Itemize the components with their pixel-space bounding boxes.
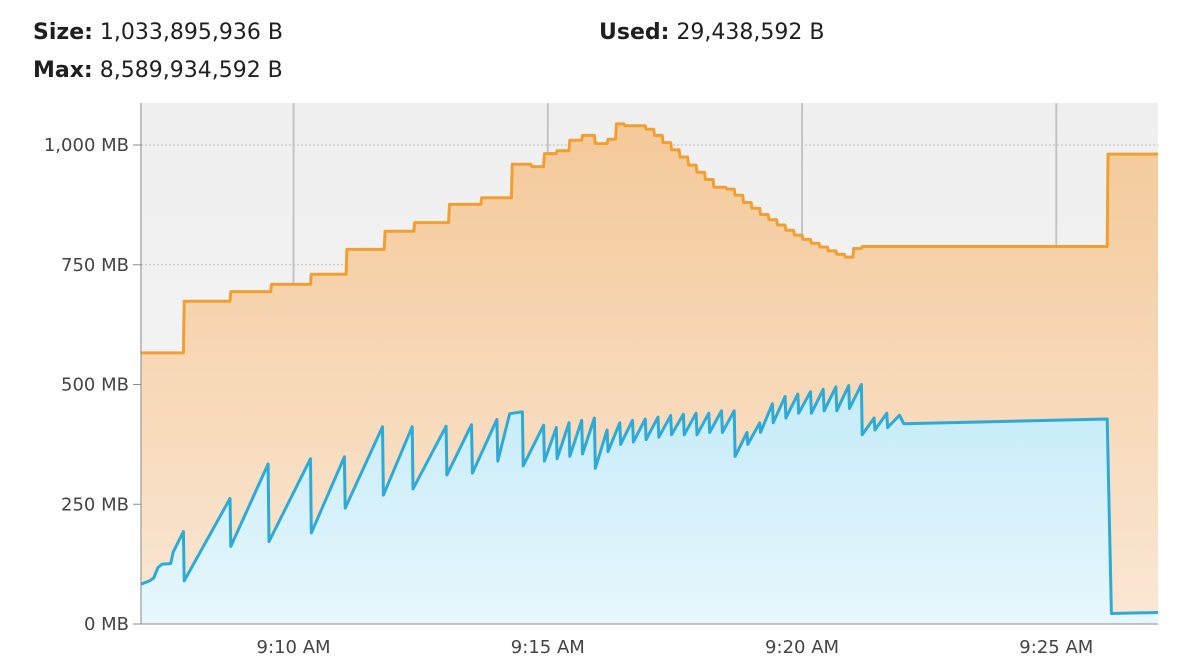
y-tick-label: 500 MB: [61, 375, 129, 396]
y-tick-label: 750 MB: [61, 255, 129, 276]
x-tick-label: 9:10 AM: [257, 637, 331, 658]
y-tick-label: 1,000 MB: [44, 135, 129, 156]
y-tick-label: 250 MB: [61, 494, 129, 515]
x-tick-label: 9:15 AM: [511, 637, 585, 658]
x-tick-label: 9:20 AM: [765, 637, 839, 658]
x-tick-label: 9:25 AM: [1019, 637, 1093, 658]
y-tick-label: 0 MB: [84, 614, 129, 635]
